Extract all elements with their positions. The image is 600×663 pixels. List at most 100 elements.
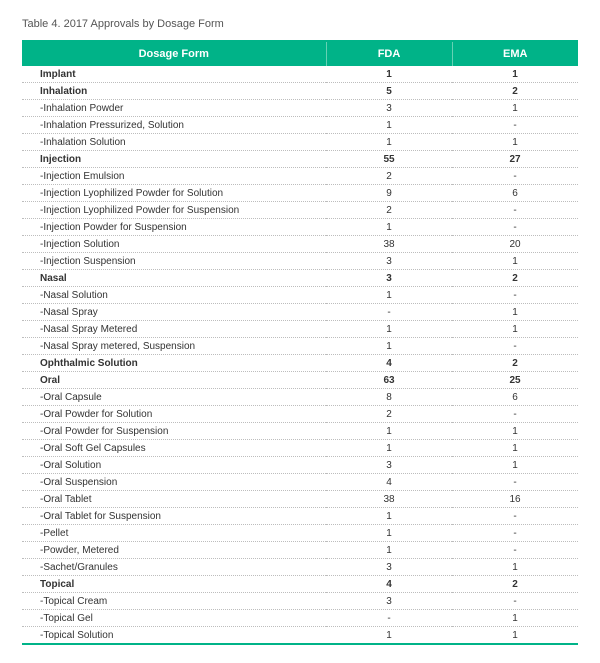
- cell-ema: 1: [452, 66, 578, 83]
- cell-fda: 38: [326, 236, 452, 253]
- cell-ema: -: [452, 593, 578, 610]
- cell-fda: 2: [326, 168, 452, 185]
- cell-ema: 2: [452, 270, 578, 287]
- cell-ema: -: [452, 117, 578, 134]
- header-row: Dosage Form FDA EMA: [22, 41, 578, 66]
- cell-fda: 1: [326, 219, 452, 236]
- table-row: -Oral Powder for Suspension11: [22, 423, 578, 440]
- table-row: -Oral Tablet for Suspension1-: [22, 508, 578, 525]
- cell-fda: 4: [326, 576, 452, 593]
- cell-form: -Inhalation Solution: [22, 134, 326, 151]
- cell-ema: -: [452, 474, 578, 491]
- cell-ema: 2: [452, 576, 578, 593]
- table-row: -Topical Cream3-: [22, 593, 578, 610]
- cell-form: -Injection Lyophilized Powder for Soluti…: [22, 185, 326, 202]
- cell-fda: 1: [326, 440, 452, 457]
- cell-ema: 2: [452, 83, 578, 100]
- table-row: Nasal32: [22, 270, 578, 287]
- cell-fda: 3: [326, 253, 452, 270]
- cell-fda: 3: [326, 559, 452, 576]
- cell-ema: 1: [452, 440, 578, 457]
- cell-ema: -: [452, 542, 578, 559]
- cell-form: Inhalation: [22, 83, 326, 100]
- cell-fda: 5: [326, 83, 452, 100]
- cell-fda: 1: [326, 117, 452, 134]
- cell-ema: 1: [452, 304, 578, 321]
- col-header-form: Dosage Form: [22, 41, 326, 66]
- table-caption: Table 4. 2017 Approvals by Dosage Form: [22, 18, 578, 30]
- cell-ema: 6: [452, 185, 578, 202]
- cell-fda: 3: [326, 100, 452, 117]
- cell-fda: 63: [326, 372, 452, 389]
- cell-fda: 1: [326, 338, 452, 355]
- cell-fda: 3: [326, 593, 452, 610]
- table-row: -Pellet1-: [22, 525, 578, 542]
- cell-ema: -: [452, 508, 578, 525]
- cell-fda: 1: [326, 508, 452, 525]
- col-header-fda: FDA: [326, 41, 452, 66]
- cell-ema: -: [452, 202, 578, 219]
- cell-form: -Injection Emulsion: [22, 168, 326, 185]
- cell-ema: 1: [452, 321, 578, 338]
- table-row: -Oral Suspension4-: [22, 474, 578, 491]
- table-row: -Topical Gel-1: [22, 610, 578, 627]
- cell-form: -Inhalation Pressurized, Solution: [22, 117, 326, 134]
- table-row: -Nasal Solution1-: [22, 287, 578, 304]
- cell-fda: 1: [326, 287, 452, 304]
- table-row: -Injection Lyophilized Powder for Suspen…: [22, 202, 578, 219]
- cell-form: Topical: [22, 576, 326, 593]
- cell-form: -Powder, Metered: [22, 542, 326, 559]
- cell-ema: 20: [452, 236, 578, 253]
- cell-form: -Oral Powder for Solution: [22, 406, 326, 423]
- table-row: Oral6325: [22, 372, 578, 389]
- table-row: -Injection Suspension31: [22, 253, 578, 270]
- cell-form: -Oral Soft Gel Capsules: [22, 440, 326, 457]
- table-row: -Powder, Metered1-: [22, 542, 578, 559]
- cell-ema: 6: [452, 389, 578, 406]
- cell-ema: -: [452, 406, 578, 423]
- table-row: Implant11: [22, 66, 578, 83]
- cell-fda: 4: [326, 474, 452, 491]
- cell-fda: 3: [326, 457, 452, 474]
- table-row: -Oral Soft Gel Capsules11: [22, 440, 578, 457]
- table-row: -Sachet/Granules31: [22, 559, 578, 576]
- table-row: Inhalation52: [22, 83, 578, 100]
- cell-form: -Oral Capsule: [22, 389, 326, 406]
- cell-fda: 1: [326, 542, 452, 559]
- table-row: -Oral Solution31: [22, 457, 578, 474]
- cell-form: -Nasal Spray: [22, 304, 326, 321]
- cell-form: -Oral Tablet for Suspension: [22, 508, 326, 525]
- cell-ema: 1: [452, 253, 578, 270]
- cell-form: -Nasal Solution: [22, 287, 326, 304]
- cell-form: -Injection Lyophilized Powder for Suspen…: [22, 202, 326, 219]
- cell-form: -Oral Tablet: [22, 491, 326, 508]
- cell-ema: -: [452, 219, 578, 236]
- table-row: -Injection Lyophilized Powder for Soluti…: [22, 185, 578, 202]
- cell-form: Oral: [22, 372, 326, 389]
- table-row: -Oral Tablet3816: [22, 491, 578, 508]
- cell-form: -Oral Solution: [22, 457, 326, 474]
- cell-fda: -: [326, 610, 452, 627]
- cell-fda: -: [326, 304, 452, 321]
- cell-form: -Injection Suspension: [22, 253, 326, 270]
- cell-form: -Pellet: [22, 525, 326, 542]
- cell-ema: 16: [452, 491, 578, 508]
- table-row: Topical42: [22, 576, 578, 593]
- cell-fda: 9: [326, 185, 452, 202]
- cell-form: -Inhalation Powder: [22, 100, 326, 117]
- cell-fda: 38: [326, 491, 452, 508]
- cell-form: Nasal: [22, 270, 326, 287]
- cell-fda: 2: [326, 406, 452, 423]
- cell-fda: 3: [326, 270, 452, 287]
- table-row: -Inhalation Solution11: [22, 134, 578, 151]
- cell-fda: 1: [326, 423, 452, 440]
- cell-form: -Injection Powder for Suspension: [22, 219, 326, 236]
- cell-form: -Nasal Spray Metered: [22, 321, 326, 338]
- table-row: -Oral Capsule86: [22, 389, 578, 406]
- cell-form: Ophthalmic Solution: [22, 355, 326, 372]
- cell-ema: -: [452, 168, 578, 185]
- table-row: -Nasal Spray metered, Suspension1-: [22, 338, 578, 355]
- cell-ema: 2: [452, 355, 578, 372]
- cell-ema: -: [452, 525, 578, 542]
- table-row: -Injection Emulsion2-: [22, 168, 578, 185]
